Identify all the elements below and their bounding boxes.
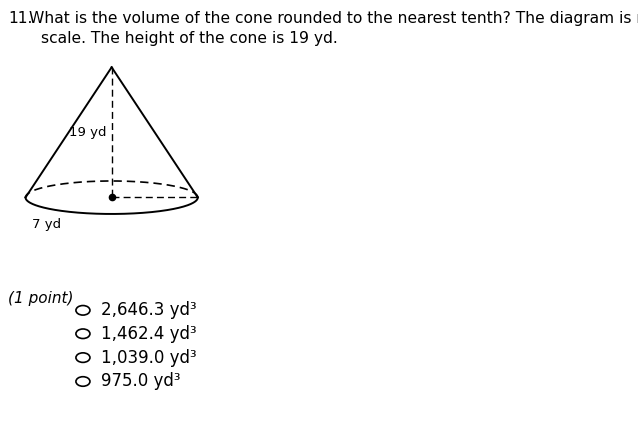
Text: 7 yd: 7 yd xyxy=(32,218,61,231)
Text: 11.: 11. xyxy=(8,11,33,26)
Text: scale. The height of the cone is 19 yd.: scale. The height of the cone is 19 yd. xyxy=(41,31,338,46)
Text: 975.0 yd³: 975.0 yd³ xyxy=(101,372,181,391)
Text: 1,462.4 yd³: 1,462.4 yd³ xyxy=(101,325,197,343)
Text: 19 yd: 19 yd xyxy=(69,126,107,139)
Text: 1,039.0 yd³: 1,039.0 yd³ xyxy=(101,349,197,367)
Text: What is the volume of the cone rounded to the nearest tenth? The diagram is not : What is the volume of the cone rounded t… xyxy=(29,11,638,26)
Text: 2,646.3 yd³: 2,646.3 yd³ xyxy=(101,301,197,319)
Text: (1 point): (1 point) xyxy=(8,291,74,306)
